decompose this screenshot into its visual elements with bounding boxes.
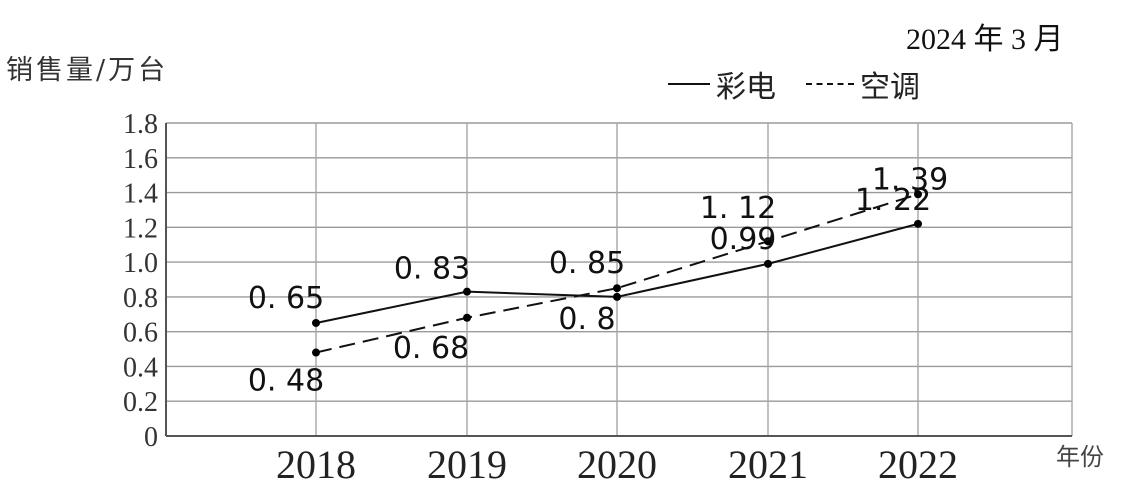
- legend-solid-line-icon: [668, 83, 710, 85]
- data-label-tv: 0.99: [710, 222, 777, 257]
- x-tick-label: 2022: [878, 442, 958, 487]
- data-point-tv: [764, 259, 772, 268]
- data-point-tv: [613, 292, 621, 301]
- data-point-ac: [613, 284, 621, 293]
- legend: 彩电 空调: [668, 66, 950, 105]
- data-label-tv: 0. 65: [248, 281, 324, 316]
- x-axis-label: 年份: [1056, 443, 1104, 471]
- y-tick-label: 0.4: [123, 352, 158, 383]
- legend-item-tv: 彩电: [668, 62, 776, 106]
- y-tick-label: 1.6: [123, 144, 158, 175]
- data-point-tv: [914, 219, 922, 228]
- legend-label-ac: 空调: [860, 70, 920, 105]
- series-line-ac: [315, 193, 919, 354]
- x-tick-label: 2021: [728, 442, 808, 487]
- data-point-ac: [914, 190, 922, 199]
- data-label-ac: 0. 85: [549, 246, 625, 281]
- data-point-ac: [764, 237, 772, 246]
- legend-dashed-line-icon: [806, 83, 854, 85]
- y-axis-label: 销售量/万台: [6, 55, 169, 86]
- x-tick-label: 2020: [577, 442, 657, 487]
- data-point-ac: [463, 313, 471, 322]
- y-tick-label: 0.2: [123, 387, 158, 418]
- y-tick-label: 0: [144, 422, 158, 453]
- grid-lines: [166, 122, 1073, 436]
- legend-item-ac: 空调: [806, 62, 920, 106]
- x-tick-labels: 2018 2019 2020 2021 2022: [276, 442, 958, 487]
- y-tick-label: 1.4: [123, 179, 158, 210]
- data-label-ac: 1. 39: [872, 162, 948, 197]
- y-tick-label: 1.8: [123, 109, 158, 140]
- date-note: 2024 年 3 月: [906, 23, 1064, 56]
- data-label-tv: 0. 8: [558, 302, 615, 337]
- data-labels: 0. 65 0. 83 0. 8 0.99 1. 22 0. 48 0. 68 0. 85 1.…: [248, 162, 948, 398]
- x-tick-label: 2018: [276, 442, 356, 487]
- series-group: [312, 190, 922, 357]
- y-tick-label: 0.6: [123, 318, 158, 349]
- data-point-tv: [463, 287, 471, 296]
- y-tick-labels: 0 0.2 0.40.6 0.8 1.0 1.21.4 1.6 1.8: [123, 109, 158, 453]
- legend-label-tv: 彩电: [716, 70, 776, 105]
- x-tick-label: 2019: [427, 442, 507, 487]
- data-point-ac: [312, 348, 320, 357]
- data-label-ac: 0. 68: [393, 331, 469, 366]
- data-label-ac: 0. 48: [248, 364, 324, 399]
- data-label-ac: 1. 12: [700, 191, 776, 226]
- data-label-tv: 1. 22: [855, 183, 931, 218]
- y-tick-label: 0.8: [123, 283, 158, 314]
- y-tick-label: 1.0: [123, 248, 158, 279]
- data-label-tv: 0. 83: [394, 252, 470, 287]
- data-point-tv: [312, 318, 320, 327]
- y-tick-label: 1.2: [123, 213, 158, 244]
- axes: [165, 123, 1072, 437]
